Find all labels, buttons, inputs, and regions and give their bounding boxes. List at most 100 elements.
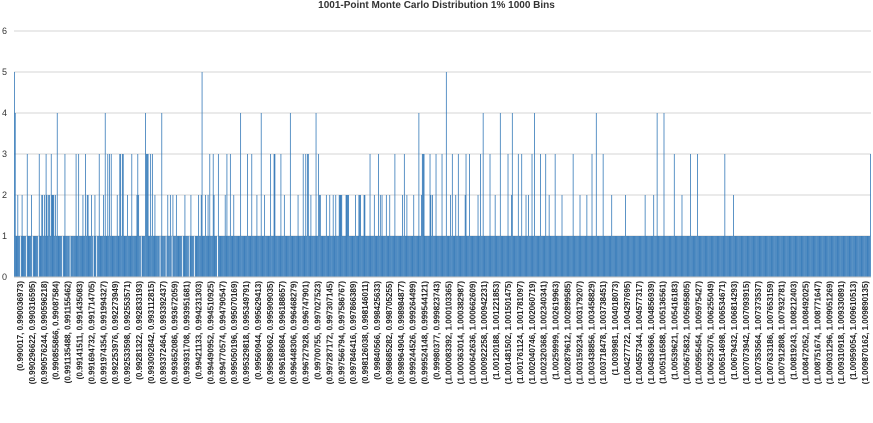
bar: [499, 236, 500, 277]
bar: [445, 72, 447, 277]
bar: [145, 154, 147, 277]
bar: [659, 236, 661, 277]
bar: [710, 236, 712, 277]
bar: [542, 236, 544, 277]
bar: [146, 154, 148, 277]
bar: [362, 236, 364, 277]
bar: [415, 236, 417, 277]
bar: [52, 195, 54, 277]
bar: [408, 236, 409, 277]
bar: [841, 236, 842, 277]
bar: [786, 236, 787, 277]
bar: [709, 236, 711, 277]
bar: [16, 236, 18, 277]
bar: [420, 236, 421, 277]
bar: [94, 195, 96, 277]
bar: [656, 113, 658, 277]
bar: [520, 236, 522, 277]
bar: [807, 236, 809, 277]
x-tick-label: (1.005116588, 1.005136561): [659, 281, 668, 384]
bar: [614, 236, 616, 277]
bar: [470, 236, 472, 277]
bar: [475, 236, 477, 277]
bar: [653, 195, 655, 277]
bar: [185, 236, 187, 277]
bar: [853, 236, 854, 277]
bar: [112, 236, 114, 277]
bar: [213, 195, 215, 277]
x-tick-label: (0.99980377, 0.999823743): [433, 281, 442, 380]
bar: [808, 236, 810, 277]
bar: [391, 236, 393, 277]
bar: [385, 195, 387, 277]
bar: [655, 236, 656, 277]
bar: [378, 154, 379, 277]
x-tick-label: (1.00959054, 1.009610513): [849, 281, 858, 380]
bar: [608, 236, 610, 277]
bar: [847, 236, 849, 277]
bar: [259, 236, 260, 277]
bar: [856, 236, 858, 277]
bar: [736, 236, 738, 277]
bar: [773, 236, 775, 277]
bar: [422, 154, 424, 277]
bar: [817, 236, 818, 277]
bar: [479, 236, 481, 277]
x-tick-label: (0.997846416, 0.997866389): [349, 281, 358, 385]
bar: [83, 236, 85, 277]
bar: [502, 236, 504, 277]
bar: [169, 195, 171, 277]
bar: [179, 236, 181, 277]
bar: [80, 236, 82, 277]
bar: [134, 236, 136, 277]
x-tick-label: (0.995889062, 0.995909035): [266, 281, 275, 385]
bar: [563, 236, 565, 277]
bar: [355, 195, 356, 277]
bar: [120, 154, 122, 277]
bar: [721, 236, 723, 277]
bar: [180, 236, 182, 277]
bar: [657, 236, 659, 277]
bar: [81, 236, 83, 277]
bar: [221, 236, 223, 277]
bar: [97, 236, 99, 277]
bar: [706, 236, 708, 277]
bar: [322, 236, 324, 277]
bar: [737, 236, 739, 277]
bar: [25, 236, 26, 277]
bar: [720, 236, 721, 277]
bar: [553, 236, 555, 277]
bar: [452, 236, 454, 277]
bar: [109, 154, 110, 277]
bar: [869, 236, 871, 277]
bar: [667, 236, 668, 277]
bar: [311, 236, 313, 277]
bar: [110, 154, 112, 277]
bar: [211, 236, 213, 277]
bar: [236, 236, 238, 277]
bar: [490, 236, 492, 277]
bar: [310, 195, 312, 277]
bar: [571, 236, 572, 277]
x-tick-label: (1.0039981, 1.004018073): [611, 281, 620, 376]
bar: [272, 236, 274, 277]
bar: [416, 236, 418, 277]
bar: [616, 236, 618, 277]
bar: [622, 236, 624, 277]
bar: [392, 236, 394, 277]
bar: [373, 236, 374, 277]
bar: [867, 236, 869, 277]
bar: [267, 236, 269, 277]
bar: [281, 236, 283, 277]
bar: [739, 236, 741, 277]
bar: [673, 236, 674, 277]
bar: [73, 236, 74, 277]
bar: [157, 236, 159, 277]
bar: [299, 236, 301, 277]
bar: [334, 236, 336, 277]
bar: [287, 236, 289, 277]
bar: [239, 236, 241, 277]
bar: [745, 236, 746, 277]
bar: [621, 236, 623, 277]
bar: [717, 236, 719, 277]
